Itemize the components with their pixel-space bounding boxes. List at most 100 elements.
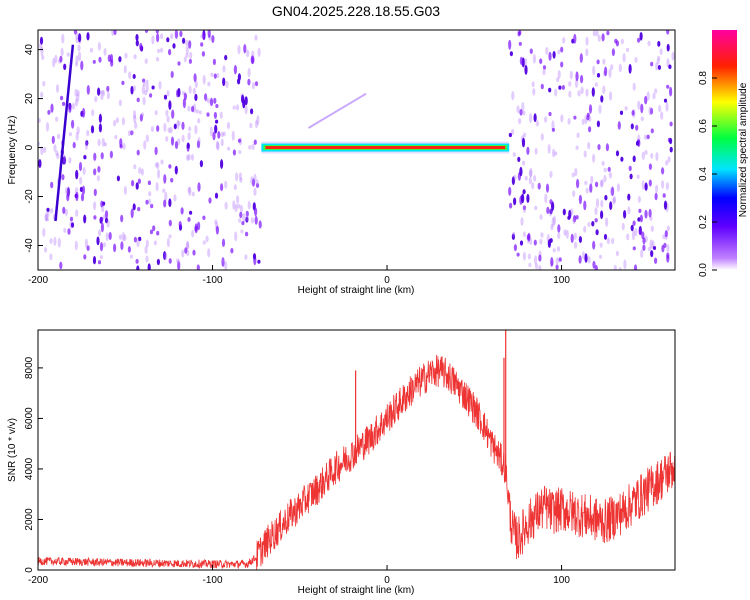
heatmap-cell — [636, 174, 640, 179]
heatmap-cell — [130, 130, 134, 136]
heatmap-cell — [127, 246, 131, 253]
heatmap-cell — [60, 95, 64, 101]
heatmap-cell — [212, 58, 216, 66]
heatmap-cell — [153, 240, 157, 246]
heatmap-cell — [612, 195, 617, 204]
heatmap-cell — [528, 169, 533, 178]
heatmap-cell — [250, 55, 254, 65]
heatmap-cell — [174, 165, 178, 175]
heatmap-cell — [657, 65, 662, 70]
heatmap-cell — [69, 216, 74, 222]
heatmap-cell — [59, 261, 63, 270]
heatmap-cell — [227, 146, 231, 151]
heatmap-cell — [93, 152, 97, 161]
heatmap-cell — [93, 168, 97, 176]
heatmap-cell — [98, 123, 102, 133]
heatmap-cell — [124, 52, 128, 59]
heatmap-cell — [641, 231, 645, 240]
heatmap-cell — [149, 93, 153, 98]
heatmap-cell — [207, 98, 211, 104]
heatmap-cell — [665, 101, 669, 112]
heatmap-cell — [513, 244, 518, 252]
heatmap-cell — [139, 42, 143, 51]
heatmap-cell — [121, 232, 125, 242]
heatmap-cell — [168, 48, 172, 56]
heatmap-cell — [524, 58, 528, 66]
heatmap-x-ticks: -200 -100 0 100 — [28, 265, 570, 286]
heatmap-cell — [521, 101, 525, 112]
heatmap-cell — [652, 246, 657, 250]
heatmap-cell — [538, 264, 542, 270]
heatmap-cell — [63, 157, 67, 164]
heatmap-cell — [511, 176, 515, 186]
heatmap-cell — [191, 191, 195, 197]
heatmap-cell — [214, 219, 218, 225]
heatmap-cell — [129, 254, 133, 259]
heatmap-cell — [165, 109, 169, 117]
heatmap-cell — [509, 51, 513, 57]
heatmap-cell — [245, 231, 249, 237]
heatmap-cell — [220, 131, 224, 138]
heatmap-cell — [649, 239, 653, 249]
heatmap-cell — [108, 231, 112, 241]
heatmap-cell — [170, 33, 174, 40]
heatmap-cell — [82, 167, 86, 175]
y-tick-label: 40 — [24, 44, 35, 56]
heatmap-cell — [522, 189, 526, 195]
heatmap-cell — [573, 215, 577, 223]
heatmap-cell — [217, 131, 221, 139]
heatmap-cell — [231, 130, 235, 141]
heatmap-cell — [628, 63, 632, 74]
heatmap-cell — [116, 175, 120, 182]
heatmap-cell — [572, 217, 576, 225]
heatmap-cell — [518, 41, 522, 46]
heatmap-cell — [246, 49, 250, 58]
heatmap-cell — [104, 217, 109, 224]
heatmap-cell — [145, 82, 149, 93]
heatmap-cell — [578, 194, 583, 205]
y-tick-label: 8000 — [24, 356, 35, 379]
heatmap-cell — [222, 65, 226, 73]
heatmap-cell — [523, 132, 527, 138]
heatmap-cell — [603, 167, 607, 173]
heatmap-cell — [173, 194, 177, 202]
heatmap-cell — [665, 182, 670, 191]
heatmap-cell — [244, 254, 248, 260]
heatmap-cell — [526, 193, 530, 203]
heatmap-cell — [181, 121, 185, 130]
heatmap-cell — [567, 215, 571, 220]
heatmap-cell — [120, 241, 124, 251]
heatmap-cell — [166, 37, 170, 43]
heatmap-cell — [550, 257, 554, 267]
heatmap-cell — [604, 66, 608, 77]
heatmap-cell — [591, 87, 595, 97]
heatmap-cell — [632, 246, 636, 251]
heatmap-cell — [534, 147, 538, 155]
heatmap-cell — [257, 47, 261, 58]
heatmap-cell — [196, 264, 200, 270]
heatmap-cell — [508, 132, 512, 138]
y-tick-label: 6000 — [24, 407, 35, 430]
heatmap-cell — [666, 43, 670, 52]
heatmap-cell — [66, 193, 70, 202]
heatmap-cell — [662, 193, 666, 198]
heatmap-cell — [45, 122, 50, 132]
heatmap-cell — [57, 237, 61, 248]
heatmap-cell — [666, 225, 671, 232]
heatmap-cell — [623, 210, 627, 219]
heatmap-cell — [145, 134, 149, 143]
heatmap-cell — [79, 176, 83, 185]
heatmap-cell — [253, 173, 257, 183]
heatmap-cell — [156, 125, 160, 132]
heatmap-cell — [607, 166, 611, 172]
heatmap-cell — [182, 37, 186, 44]
heatmap-cell — [615, 150, 620, 157]
heatmap-cell — [101, 137, 105, 147]
heatmap-cell — [61, 174, 65, 181]
heatmap-cell — [188, 85, 192, 94]
heatmap-cell — [174, 30, 178, 39]
heatmap-cell — [522, 160, 526, 166]
heatmap-cell — [236, 195, 240, 204]
heatmap-cell — [83, 254, 87, 260]
heatmap-cell — [537, 182, 541, 190]
